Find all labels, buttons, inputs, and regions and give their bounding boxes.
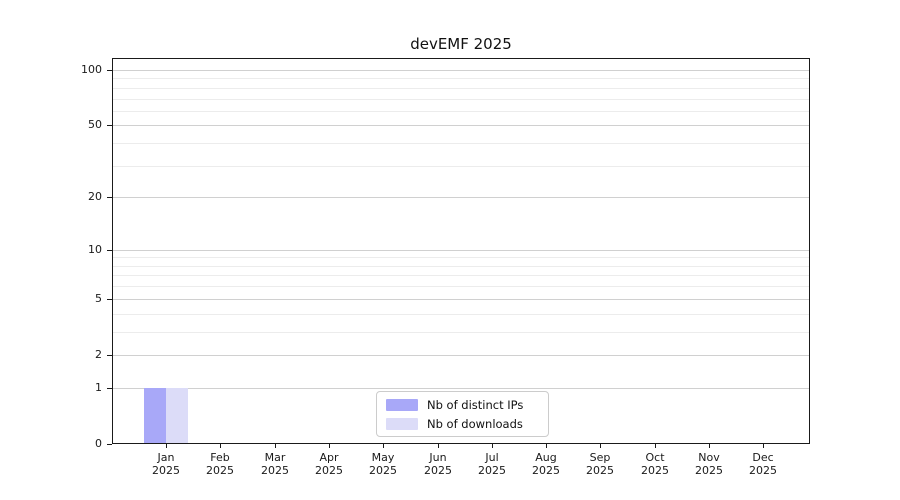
y-gridline-minor — [113, 99, 809, 100]
y-gridline-minor — [113, 78, 809, 79]
x-tick-month: Feb — [210, 451, 230, 464]
x-axis-tick — [546, 444, 547, 448]
x-tick-month: May — [371, 451, 395, 464]
x-axis-tick — [492, 444, 493, 448]
x-tick-label: Mar 2025 — [247, 451, 303, 477]
legend-item-downloads: Nb of downloads — [386, 417, 548, 431]
legend-swatch-downloads — [386, 417, 418, 430]
x-axis-tick — [383, 444, 384, 448]
y-tick-label: 100 — [81, 63, 102, 76]
y-gridline-minor — [113, 266, 809, 267]
x-tick-label: Oct 2025 — [627, 451, 683, 477]
x-tick-label: Dec 2025 — [735, 451, 791, 477]
x-tick-month: Apr — [319, 451, 339, 464]
x-tick-label: May 2025 — [355, 451, 411, 477]
y-gridline-minor — [113, 166, 809, 167]
x-tick-year: 2025 — [478, 464, 506, 477]
x-tick-year: 2025 — [695, 464, 723, 477]
y-tick-label: 10 — [88, 243, 102, 256]
x-tick-label: Sep 2025 — [572, 451, 628, 477]
x-tick-month: Aug — [535, 451, 557, 464]
x-tick-month: Jul — [485, 451, 499, 464]
y-gridline-major — [113, 355, 809, 356]
y-gridline-minor — [113, 286, 809, 287]
y-axis-tick — [107, 299, 112, 300]
legend-swatch-distinct-ips — [386, 398, 418, 411]
y-axis-tick — [107, 197, 112, 198]
x-axis-tick — [438, 444, 439, 448]
y-gridline-minor — [113, 314, 809, 315]
y-tick-label: 1 — [95, 381, 102, 394]
y-gridline-minor — [113, 275, 809, 276]
legend-label-distinct-ips: Nb of distinct IPs — [427, 397, 524, 412]
x-tick-month: Jun — [429, 451, 447, 464]
x-axis-tick — [709, 444, 710, 448]
x-tick-year: 2025 — [641, 464, 669, 477]
y-tick-label: 0 — [95, 437, 102, 450]
x-tick-label: Aug 2025 — [518, 451, 574, 477]
legend: Nb of distinct IPs Nb of downloads — [376, 391, 549, 437]
x-tick-month: Dec — [752, 451, 774, 464]
x-axis-tick — [275, 444, 276, 448]
y-axis-tick — [107, 355, 112, 356]
x-tick-year: 2025 — [424, 464, 452, 477]
y-gridline-major — [113, 197, 809, 198]
y-gridline-minor — [113, 143, 809, 144]
x-tick-year: 2025 — [261, 464, 289, 477]
x-tick-label: Jan 2025 — [138, 451, 194, 477]
x-tick-year: 2025 — [152, 464, 180, 477]
y-gridline-minor — [113, 332, 809, 333]
y-gridline-major — [113, 250, 809, 251]
x-axis-tick — [600, 444, 601, 448]
x-axis-tick — [763, 444, 764, 448]
y-tick-label: 5 — [95, 292, 102, 305]
y-tick-label: 50 — [88, 118, 102, 131]
x-axis-tick — [166, 444, 167, 448]
y-tick-label: 20 — [88, 190, 102, 203]
x-tick-label: Apr 2025 — [301, 451, 357, 477]
x-tick-label: Jun 2025 — [410, 451, 466, 477]
legend-label-downloads: Nb of downloads — [427, 416, 523, 431]
x-tick-label: Feb 2025 — [192, 451, 248, 477]
y-gridline-major — [113, 70, 809, 71]
bar-distinct-ips — [144, 388, 166, 443]
x-tick-month: Sep — [589, 451, 611, 464]
y-gridline-major — [113, 299, 809, 300]
plot-area — [112, 58, 810, 444]
x-axis-tick — [655, 444, 656, 448]
x-tick-label: Jul 2025 — [464, 451, 520, 477]
y-gridline-minor — [113, 111, 809, 112]
x-tick-year: 2025 — [315, 464, 343, 477]
y-axis-tick — [107, 125, 112, 126]
y-axis-tick — [107, 444, 112, 445]
x-tick-year: 2025 — [206, 464, 234, 477]
x-tick-year: 2025 — [749, 464, 777, 477]
chart-title: devEMF 2025 — [410, 35, 512, 53]
x-axis-tick — [329, 444, 330, 448]
y-tick-label: 2 — [95, 348, 102, 361]
x-tick-month: Oct — [645, 451, 665, 464]
y-axis-tick — [107, 250, 112, 251]
y-axis-tick — [107, 388, 112, 389]
y-gridline-major — [113, 125, 809, 126]
x-axis-tick — [220, 444, 221, 448]
x-tick-label: Nov 2025 — [681, 451, 737, 477]
x-tick-year: 2025 — [586, 464, 614, 477]
x-tick-year: 2025 — [369, 464, 397, 477]
y-gridline-major — [113, 388, 809, 389]
x-tick-month: Nov — [698, 451, 720, 464]
x-tick-month: Mar — [264, 451, 286, 464]
y-gridline-minor — [113, 257, 809, 258]
y-axis-tick — [107, 70, 112, 71]
x-tick-month: Jan — [157, 451, 175, 464]
legend-item-distinct-ips: Nb of distinct IPs — [386, 398, 548, 412]
x-tick-year: 2025 — [532, 464, 560, 477]
y-gridline-minor — [113, 88, 809, 89]
bar-downloads — [166, 388, 188, 443]
